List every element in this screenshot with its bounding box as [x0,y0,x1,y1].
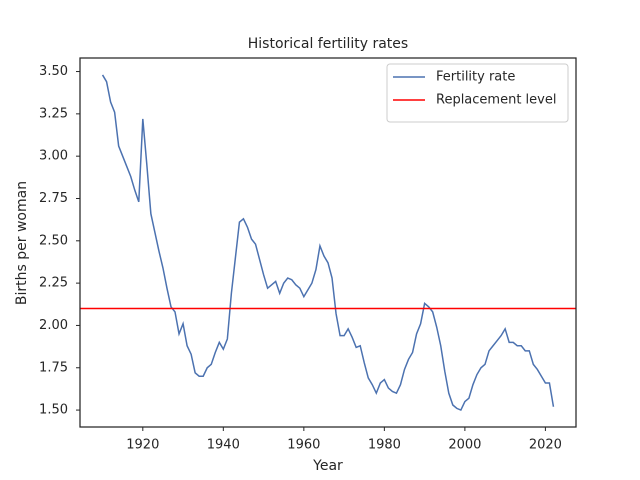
x-axis-label: Year [312,458,343,474]
legend-label: Replacement level [436,93,556,108]
x-tick-label: 2020 [529,438,562,453]
legend-label: Fertility rate [436,70,515,85]
chart-title: Historical fertility rates [248,36,408,52]
x-tick-label: 1980 [368,438,401,453]
y-tick-label: 2.75 [39,191,68,206]
y-tick-label: 2.00 [39,318,68,333]
y-tick-label: 3.00 [39,149,68,164]
x-tick-label: 1960 [287,438,320,453]
data-line [101,74,555,412]
y-axis-label: Births per woman [14,181,30,305]
y-tick-label: 3.25 [39,106,68,121]
y-tick-label: 1.50 [39,403,68,418]
x-tick-label: 1920 [126,438,159,453]
x-tick-label: 2000 [448,438,481,453]
plot-frame [79,57,577,428]
y-tick-label: 3.50 [39,64,68,79]
x-tick-label: 1940 [207,438,240,453]
y-tick-label: 1.75 [39,360,68,375]
y-tick-label: 2.25 [39,276,68,291]
y-tick-label: 2.50 [39,233,68,248]
legend-box [386,63,569,123]
